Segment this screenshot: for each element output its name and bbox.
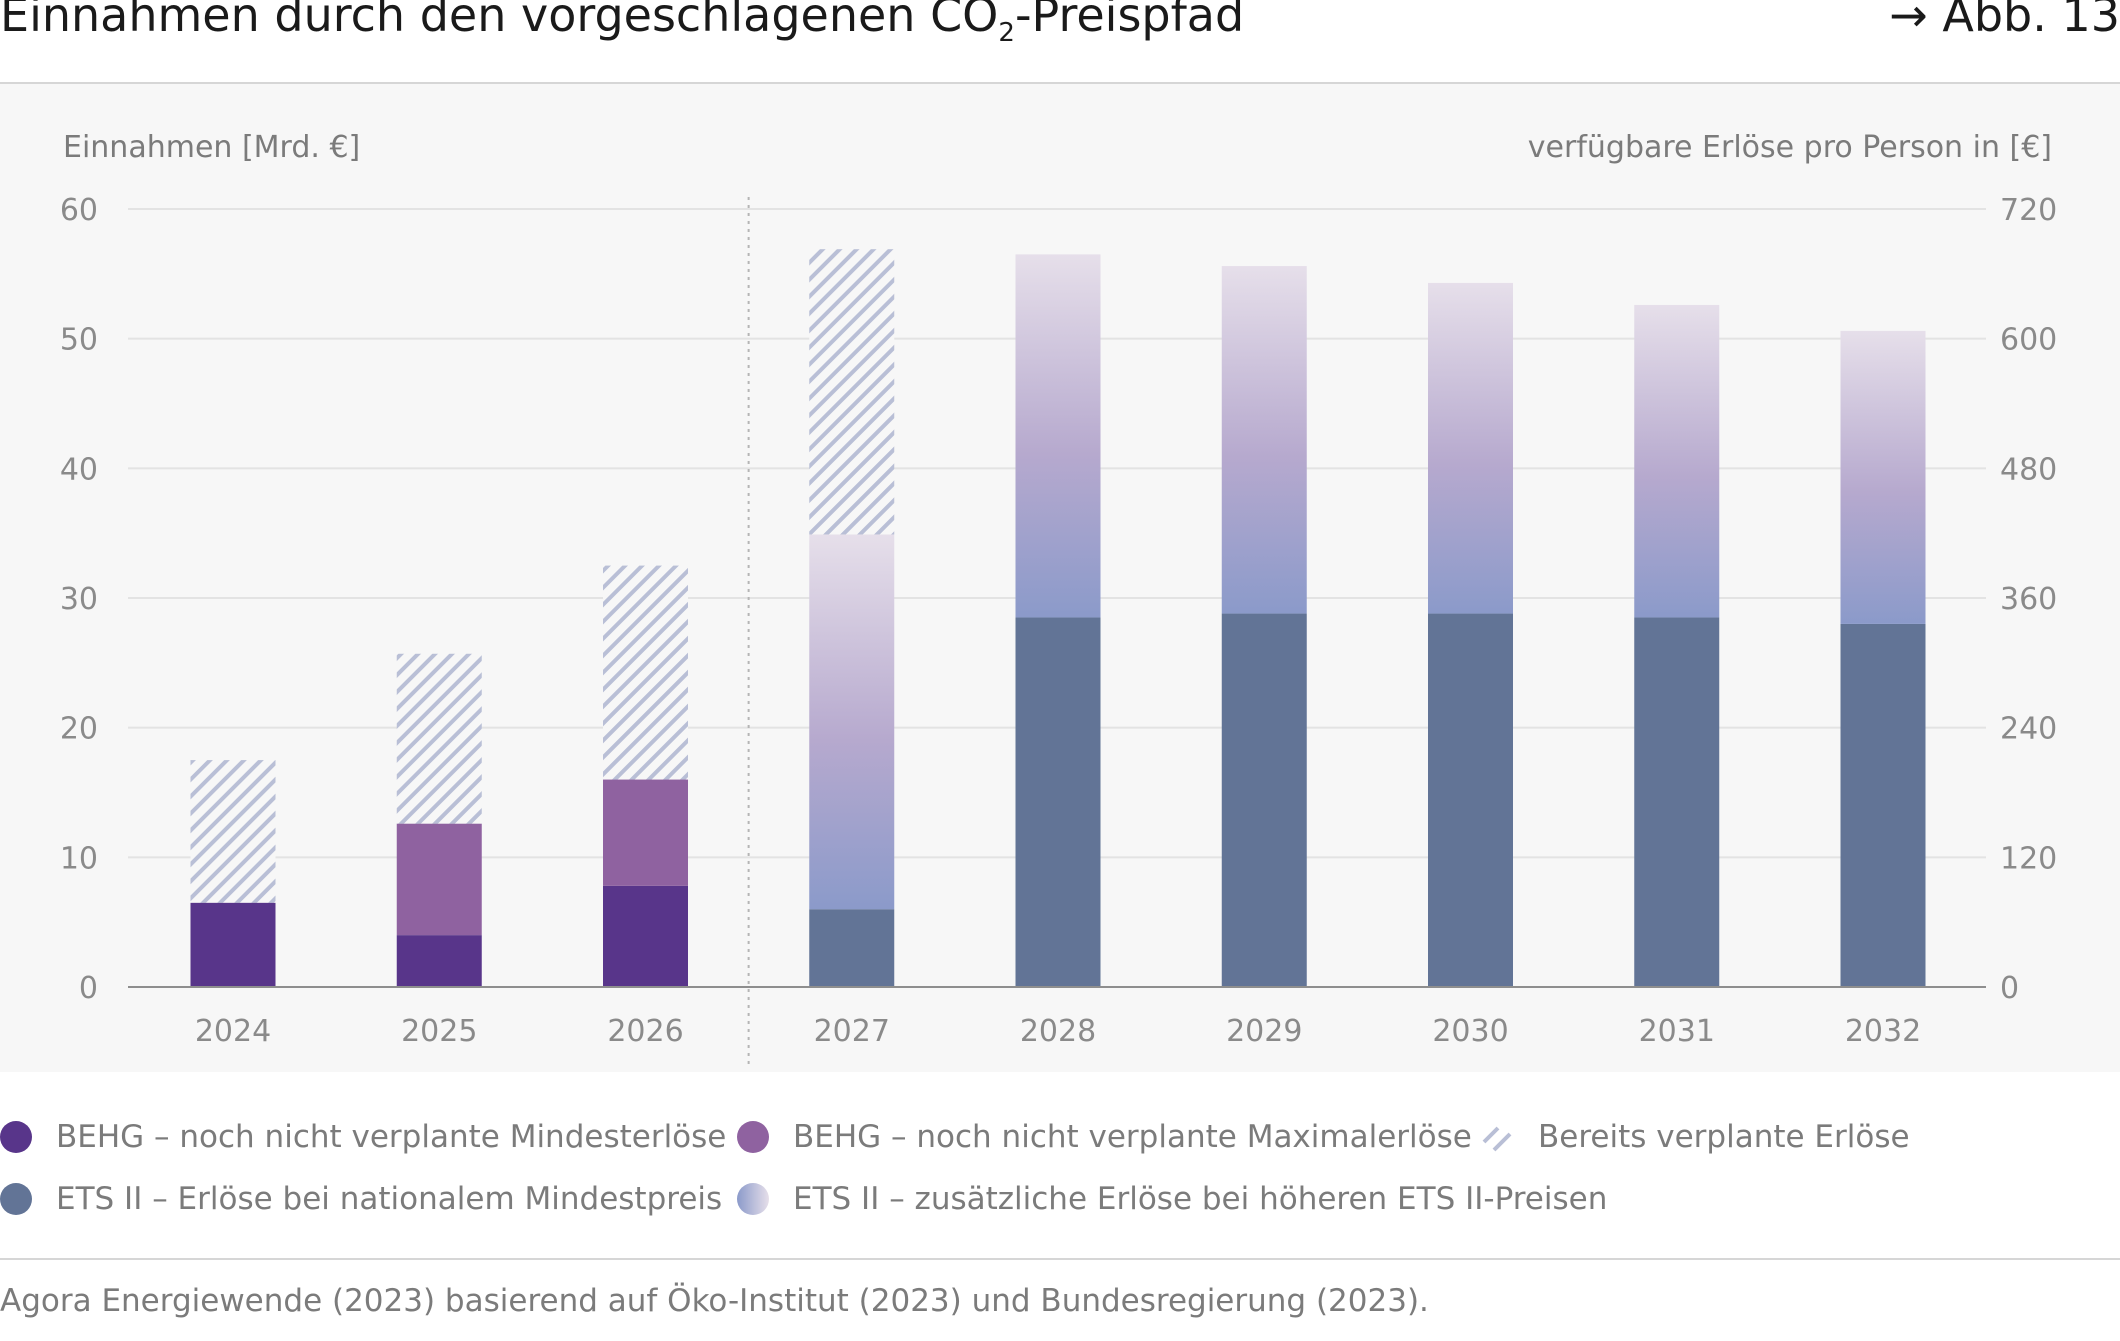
y2-tick-label: 720 <box>2000 193 2057 228</box>
bar-segment-behg-max <box>396 823 482 936</box>
x-tick-label: 2028 <box>1020 1014 1096 1049</box>
legend-swatch-hatch <box>1480 1120 1514 1154</box>
header-divider <box>0 82 2120 84</box>
figure-reference: → Abb. 13 <box>1889 0 2120 42</box>
bar-segment-ets-extra <box>1015 254 1101 618</box>
legend-swatch <box>737 1183 769 1215</box>
legend-item-planned: Bereits verplante Erlöse <box>1480 1119 1910 1155</box>
bar-segment-ets-min <box>1840 623 1926 987</box>
bar-segment-ets-extra <box>1840 330 1926 624</box>
y-axis-label: Einnahmen [Mrd. €] <box>63 130 360 165</box>
footer-divider <box>0 1258 2120 1260</box>
legend-swatch <box>0 1183 32 1215</box>
x-tick-label: 2030 <box>1432 1014 1508 1049</box>
bar-segment-ets-min <box>1015 617 1101 987</box>
bar-segment-behg-min <box>396 935 482 987</box>
y-tick-label: 20 <box>60 712 98 747</box>
y-tick-label: 0 <box>79 971 98 1006</box>
y2-tick-label: 0 <box>2000 971 2019 1006</box>
legend-item-behg-max: BEHG – noch nicht verplante Maximalerlös… <box>737 1119 1472 1155</box>
y2-tick-label: 600 <box>2000 323 2057 358</box>
y2-tick-label: 240 <box>2000 712 2057 747</box>
chart-title: Einnahmen durch den vorgeschlagenen CO2-… <box>0 0 1245 48</box>
legend-label: ETS II – Erlöse bei nationalem Mindestpr… <box>56 1181 723 1217</box>
bar-segment-ets-extra <box>1221 266 1307 614</box>
legend-swatch <box>0 1121 32 1153</box>
legend-label: BEHG – noch nicht verplante Mindesterlös… <box>56 1119 727 1155</box>
y-tick-label: 10 <box>60 841 98 876</box>
bar-segment-ets-extra <box>809 534 895 910</box>
x-tick-label: 2027 <box>814 1014 890 1049</box>
x-tick-label: 2032 <box>1845 1014 1921 1049</box>
x-tick-label: 2024 <box>195 1014 271 1049</box>
bar-segment-planned <box>396 653 482 824</box>
y-tick-label: 50 <box>60 323 98 358</box>
y2-tick-label: 360 <box>2000 582 2057 617</box>
bar-chart: Einnahmen [Mrd. €] verfügbare Erlöse pro… <box>60 130 2057 1068</box>
y-tick-label: 40 <box>60 452 98 487</box>
x-tick-label: 2025 <box>401 1014 477 1049</box>
y2-axis-label: verfügbare Erlöse pro Person in [€] <box>1528 130 2052 165</box>
y-tick-label: 60 <box>60 193 98 228</box>
legend-label: Bereits verplante Erlöse <box>1538 1119 1910 1155</box>
y2-tick-label: 120 <box>2000 841 2057 876</box>
x-tick-label: 2031 <box>1639 1014 1715 1049</box>
legend-label: ETS II – zusätzliche Erlöse bei höheren … <box>793 1181 1608 1217</box>
bar-segment-behg-min <box>190 902 276 987</box>
bar-segment-ets-min <box>1634 617 1720 987</box>
bar-segment-ets-min <box>809 909 895 987</box>
bar-segment-behg-max <box>603 779 688 886</box>
bar-segment-ets-extra <box>1428 282 1513 614</box>
x-tick-label: 2026 <box>607 1014 683 1049</box>
x-tick-label: 2029 <box>1226 1014 1302 1049</box>
bar-segment-behg-min <box>603 885 688 987</box>
legend-swatch <box>737 1121 769 1153</box>
chart-header: Einnahmen durch den vorgeschlagenen CO2-… <box>0 0 2120 82</box>
legend: BEHG – noch nicht verplante Mindesterlös… <box>0 1115 2120 1255</box>
bar-segment-planned <box>190 760 276 903</box>
y-tick-label: 30 <box>60 582 98 617</box>
bar-segment-planned <box>809 249 895 535</box>
source-note: Agora Energiewende (2023) basierend auf … <box>0 1283 1429 1319</box>
legend-item-ets-min: ETS II – Erlöse bei nationalem Mindestpr… <box>0 1181 722 1217</box>
bar-segment-ets-extra <box>1634 304 1720 618</box>
bar-segment-ets-min <box>1221 613 1307 987</box>
y2-tick-label: 480 <box>2000 452 2057 487</box>
legend-item-behg-min: BEHG – noch nicht verplante Mindesterlös… <box>0 1119 726 1155</box>
bar-segment-ets-min <box>1428 613 1513 987</box>
bar-segment-planned <box>603 565 688 780</box>
legend-item-ets-extra: ETS II – zusätzliche Erlöse bei höheren … <box>737 1181 1607 1217</box>
legend-label: BEHG – noch nicht verplante Maximalerlös… <box>793 1119 1472 1155</box>
